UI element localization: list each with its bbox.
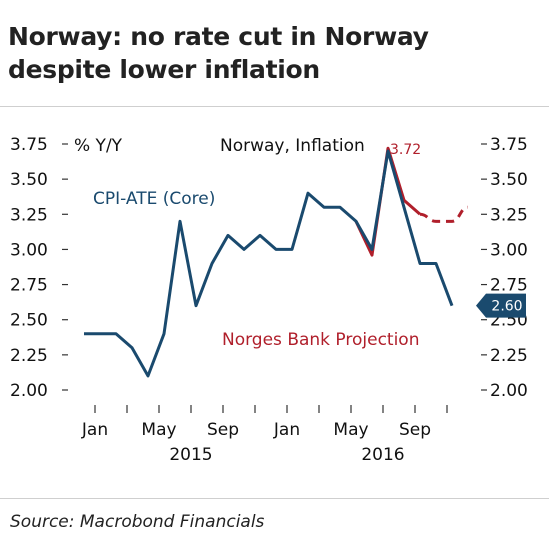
peak-value-label: 3.72 — [390, 142, 421, 158]
y-tick-label-left: 2.25 — [10, 346, 48, 366]
y-tick-label-right: 3.50 — [490, 170, 528, 190]
bottom-divider — [0, 498, 549, 499]
x-year-label: 2016 — [361, 445, 404, 465]
y-tick-label-left: 3.25 — [10, 205, 48, 225]
x-tick-label: May — [333, 420, 368, 440]
last-value-callout — [476, 293, 526, 318]
y-tick-label-right: 2.75 — [490, 276, 528, 296]
page-title: Norway: no rate cut in Norway despite lo… — [8, 22, 429, 84]
legend-core-label: CPI-ATE (Core) — [93, 189, 215, 209]
source-note: Source: Macrobond Financials — [10, 512, 265, 532]
y-tick-label-left: 2.50 — [10, 311, 48, 331]
x-tick-label: Jan — [273, 420, 300, 440]
top-divider — [0, 106, 549, 107]
last-value-label: 2.60 — [491, 299, 522, 315]
x-tick-label: Jan — [81, 420, 108, 440]
x-axis: Jan May Sep Jan May Sep 2015 2016 — [81, 405, 448, 465]
x-tick-label: Sep — [207, 420, 239, 440]
y-tick-label-left: 3.00 — [10, 240, 48, 260]
inflation-chart: 2.00 2.25 2.50 2.75 3.00 3.25 3.50 3.75 2.00 2.2… — [10, 135, 528, 465]
y-tick-label-left: 3.50 — [10, 170, 48, 190]
x-tick-label: Sep — [399, 420, 431, 440]
y-tick-label-right: 2.25 — [490, 346, 528, 366]
y-tick-label-left: 3.75 — [10, 135, 48, 155]
y-tick-label-right: 3.75 — [490, 135, 528, 155]
chart-title: Norway, Inflation — [220, 136, 365, 156]
series-line-core — [84, 149, 454, 378]
legend-projection-label: Norges Bank Projection — [222, 330, 419, 350]
annotations: 3.72 2.60 — [390, 142, 526, 318]
series-line-projection-forecast — [419, 205, 469, 223]
x-tick-label: May — [141, 420, 176, 440]
y-axis-label: % Y/Y — [74, 136, 123, 156]
right-y-axis: 2.002.252.502.753.003.253.503.75 — [481, 135, 528, 401]
y-tick-label-right: 2.00 — [490, 381, 528, 401]
series-line-projection — [354, 146, 421, 257]
y-tick-label-right: 3.25 — [490, 205, 528, 225]
x-year-label: 2015 — [169, 445, 212, 465]
y-tick-label-left: 2.75 — [10, 276, 48, 296]
y-tick-label-left: 2.00 — [10, 381, 48, 401]
series-layer — [84, 146, 469, 378]
left-y-axis: 2.00 2.25 2.50 2.75 3.00 3.25 3.50 3.75 — [10, 135, 68, 401]
y-tick-label-right: 3.00 — [490, 240, 528, 260]
